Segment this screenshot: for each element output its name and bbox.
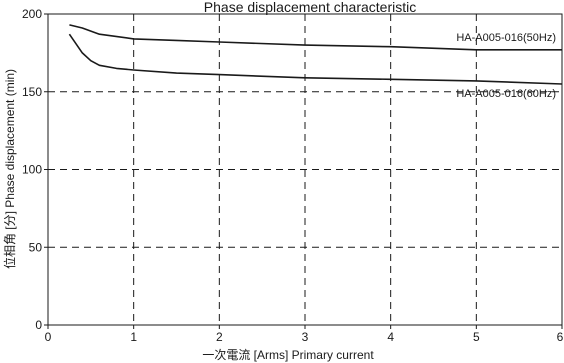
- grid: [48, 14, 562, 325]
- x-tick-label: 4: [387, 330, 394, 344]
- series-line-2: [68, 33, 563, 85]
- series-lines: [68, 24, 563, 85]
- x-tick-label: 1: [130, 330, 137, 344]
- y-axis-label: 位相角 [分] Phase displacement (min): [2, 69, 17, 269]
- chart-title: Phase displacement characteristic: [204, 0, 416, 15]
- series-label-1: HA-A005-016(50Hz): [456, 32, 556, 44]
- y-tick-label: 50: [29, 240, 43, 254]
- x-tick-label: 5: [473, 330, 480, 344]
- series-label-2: HA-A005-016(60Hz): [456, 88, 556, 100]
- y-tick-label: 150: [22, 85, 42, 99]
- x-tick-label: 6: [557, 330, 564, 344]
- x-axis-ticks: 0 1 2 3 4 5 6: [45, 325, 564, 344]
- series-labels: HA-A005-016(50Hz) HA-A005-016(60Hz): [456, 32, 556, 100]
- y-tick-label: 200: [22, 7, 42, 21]
- x-tick-label: 2: [216, 330, 223, 344]
- y-axis-ticks: 0 50 100 150 200: [22, 7, 48, 332]
- x-axis-label: 一次電流 [Arms] Primary current: [202, 348, 374, 362]
- x-tick-label: 3: [302, 330, 309, 344]
- y-tick-label: 100: [22, 163, 42, 177]
- x-tick-label: 0: [45, 330, 52, 344]
- y-tick-label: 0: [35, 318, 42, 332]
- series-line-1: [69, 24, 562, 51]
